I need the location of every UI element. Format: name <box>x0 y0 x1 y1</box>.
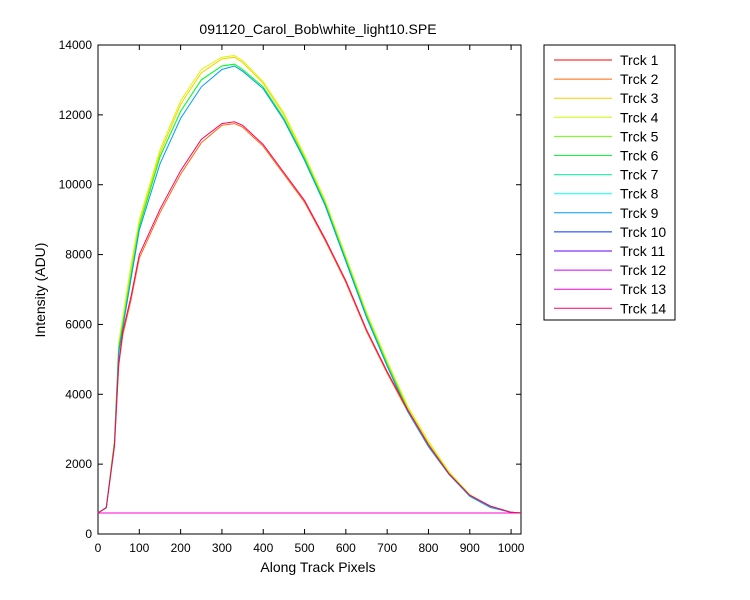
plot-area <box>97 44 522 535</box>
axes: 0 100 200 300 400 500 600 700 800 900 100002000400… <box>59 38 525 555</box>
x-tick-label: 600 <box>336 541 356 555</box>
legend-label-13: Trck 13 <box>620 281 666 297</box>
x-tick-label: 0 <box>95 541 102 555</box>
y-tick-label: 14000 <box>59 38 93 52</box>
legend-label-11: Trck 11 <box>620 243 665 259</box>
legend-label-10: Trck 10 <box>620 224 666 240</box>
y-tick-label: 2000 <box>65 457 92 471</box>
legend-label-14: Trck 14 <box>620 300 666 316</box>
x-tick-label: 500 <box>295 541 315 555</box>
legend-label-7: Trck 7 <box>620 167 659 183</box>
legend-label-5: Trck 5 <box>620 128 659 144</box>
x-tick-label: 1000 <box>498 541 525 555</box>
legend-label-12: Trck 12 <box>620 262 666 278</box>
series-line-3 <box>97 56 522 514</box>
x-tick-label: 300 <box>212 541 232 555</box>
x-axis-title: Along Track Pixels <box>260 559 375 575</box>
chart-title: 091120_Carol_Bob\white_light10.SPE <box>199 21 436 37</box>
legend: Trck 1 Trck 2 Trck 3 Trck 4 Trck 5 Trck 6 Trck… <box>543 44 676 321</box>
x-tick-label: 700 <box>377 541 397 555</box>
y-tick-label: 8000 <box>65 248 92 262</box>
y-tick-label: 10000 <box>59 178 93 192</box>
y-tick-label: 12000 <box>59 108 93 122</box>
series-lines <box>97 54 522 514</box>
legend-label-4: Trck 4 <box>620 109 659 125</box>
legend-label-2: Trck 2 <box>620 71 659 87</box>
x-tick-label: 100 <box>129 541 149 555</box>
legend-label-6: Trck 6 <box>620 148 659 164</box>
series-line-4 <box>97 54 522 514</box>
legend-box <box>543 44 676 321</box>
y-tick-label: 0 <box>85 527 92 541</box>
series-line-9 <box>97 65 522 514</box>
y-tick-label: 6000 <box>65 317 92 331</box>
legend-label-3: Trck 3 <box>620 90 659 106</box>
legend-label-1: Trck 1 <box>620 52 659 68</box>
x-tick-label: 800 <box>418 541 438 555</box>
y-tick-label: 4000 <box>65 387 92 401</box>
y-axis-title: Intensity (ADU) <box>32 243 48 338</box>
legend-label-9: Trck 9 <box>620 205 659 221</box>
x-tick-label: 900 <box>460 541 480 555</box>
x-tick-label: 200 <box>171 541 191 555</box>
x-tick-label: 400 <box>253 541 273 555</box>
series-line-14 <box>97 121 522 514</box>
legend-label-8: Trck 8 <box>620 186 659 202</box>
